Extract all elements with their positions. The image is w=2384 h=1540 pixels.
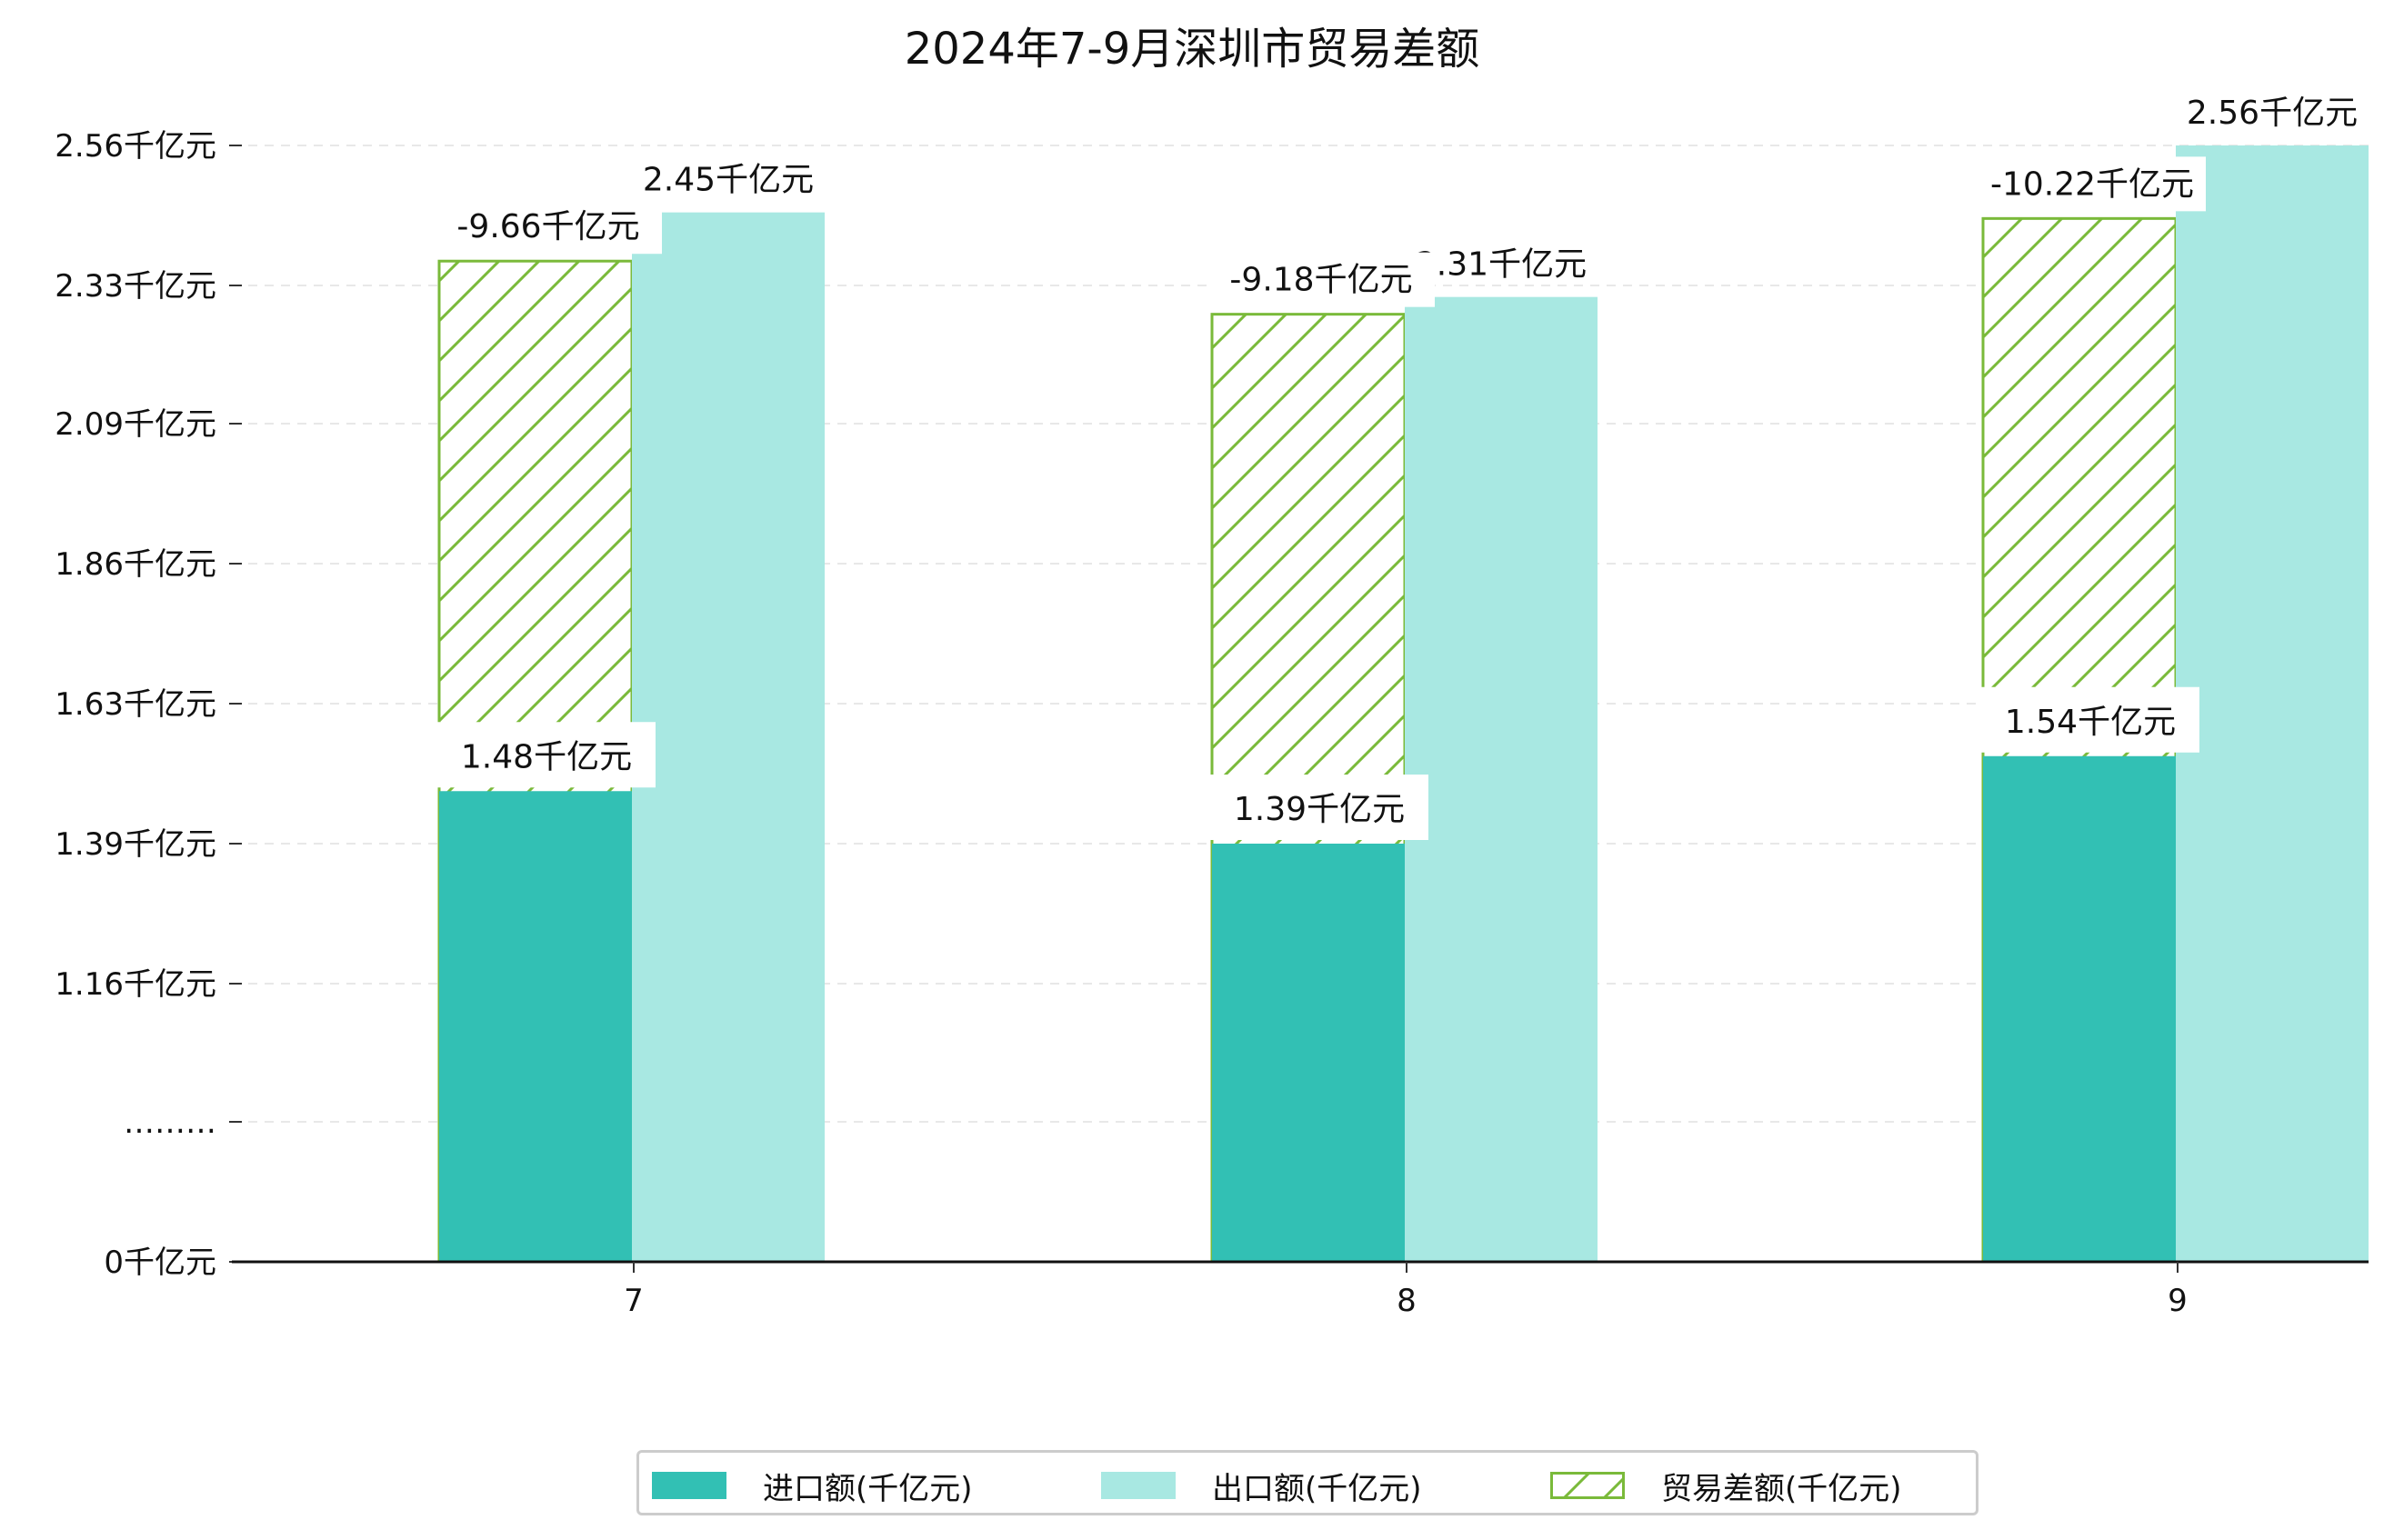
balance-label-box xyxy=(1978,156,2206,212)
export-bar xyxy=(632,212,825,1262)
y-tick-label: 2.56千亿元 xyxy=(55,128,216,165)
axes: 0千亿元 ……… 1.16千亿元 1.39千亿元 1.63千亿元 1.86千亿元 2.09千… xyxy=(55,128,2369,1319)
import-bar xyxy=(439,791,632,1262)
legend: 进口额(千亿元) 出口额(千亿元) 贸易差额(千亿元) xyxy=(636,1450,1978,1515)
import-label-box xyxy=(1210,775,1428,840)
y-tick-label: 1.16千亿元 xyxy=(55,966,216,1003)
balance-label-box xyxy=(435,199,662,255)
import-value-label: 1.54千亿元 xyxy=(2005,704,2176,741)
legend-item-import[interactable]: 进口额(千亿元) xyxy=(652,1467,973,1507)
legend-swatch-import xyxy=(652,1472,726,1499)
y-tick-label: 0千亿元 xyxy=(104,1245,216,1281)
legend-swatch-balance xyxy=(1550,1472,1625,1499)
y-tick-label: 1.63千亿元 xyxy=(55,686,216,723)
y-tick-label: 1.39千亿元 xyxy=(55,826,216,863)
legend-label-balance: 贸易差额(千亿元) xyxy=(1661,1470,1902,1507)
x-tick-label: 7 xyxy=(624,1283,644,1319)
import-bar xyxy=(1983,755,2176,1262)
import-bar xyxy=(1212,844,1405,1262)
import-label-box xyxy=(437,722,656,788)
export-bar xyxy=(1405,296,1598,1263)
x-tick-label: 9 xyxy=(2168,1283,2188,1319)
export-value-label: 2.31千亿元 xyxy=(1416,246,1587,284)
balance-value-label: -9.18千亿元 xyxy=(1229,262,1412,299)
import-value-label: 1.39千亿元 xyxy=(1234,791,1405,828)
legend-item-balance[interactable]: 贸易差额(千亿元) xyxy=(1550,1467,1902,1507)
data-labels: 2.45千亿元-9.66千亿元 1.48千亿元 2.31千亿元-9.18千亿元 1.3… xyxy=(435,95,2358,840)
legend-label-export: 出口额(千亿元) xyxy=(1212,1470,1422,1507)
y-tick-label: 2.33千亿元 xyxy=(55,268,216,305)
y-tick-label: 1.86千亿元 xyxy=(55,546,216,583)
balance-label-box xyxy=(1207,252,1435,307)
x-tick-label: 8 xyxy=(1397,1283,1417,1319)
export-value-label: 2.45千亿元 xyxy=(643,162,814,199)
legend-label-import: 进口额(千亿元) xyxy=(763,1470,973,1507)
import-label-box xyxy=(1981,686,2199,753)
balance-value-label: -9.66千亿元 xyxy=(456,208,639,245)
legend-swatch-export xyxy=(1101,1472,1176,1499)
chart-title: 2024年7-9月深圳市贸易差额 xyxy=(905,24,1480,75)
export-bar xyxy=(2176,145,2369,1262)
balance-value-label: -10.22千亿元 xyxy=(1990,165,2194,203)
export-value-label: 2.56千亿元 xyxy=(2187,95,2358,132)
import-value-label: 1.48千亿元 xyxy=(461,738,632,775)
legend-item-export[interactable]: 出口额(千亿元) xyxy=(1101,1467,1422,1507)
y-tick-label: ……… xyxy=(124,1105,216,1141)
y-tick-label: 2.09千亿元 xyxy=(55,406,216,443)
